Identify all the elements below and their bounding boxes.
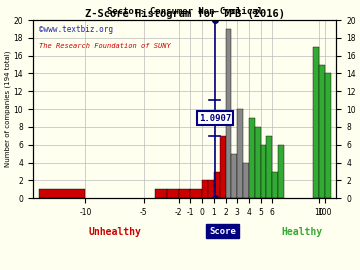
Bar — [261, 145, 266, 198]
Bar — [266, 136, 272, 198]
Bar — [249, 118, 255, 198]
Bar — [237, 109, 243, 198]
Text: ©www.textbiz.org: ©www.textbiz.org — [39, 25, 113, 34]
Bar — [313, 47, 319, 198]
Bar — [214, 171, 220, 198]
Text: Healthy: Healthy — [281, 227, 322, 237]
Bar — [202, 180, 208, 198]
Title: Z-Score Histogram for TPB (2016): Z-Score Histogram for TPB (2016) — [85, 9, 285, 19]
Bar — [325, 73, 330, 198]
Bar — [278, 145, 284, 198]
Bar — [208, 180, 214, 198]
Text: Unhealthy: Unhealthy — [88, 227, 141, 237]
Bar — [179, 189, 190, 198]
Bar — [319, 65, 325, 198]
Y-axis label: Number of companies (194 total): Number of companies (194 total) — [4, 51, 11, 167]
Text: Score: Score — [209, 227, 236, 236]
Bar — [167, 189, 179, 198]
Bar — [190, 189, 202, 198]
Bar — [225, 29, 231, 198]
Bar — [243, 163, 249, 198]
Text: 1.0907: 1.0907 — [199, 114, 231, 123]
Text: Sector: Consumer Non-Cyclical: Sector: Consumer Non-Cyclical — [107, 8, 262, 16]
Text: The Research Foundation of SUNY: The Research Foundation of SUNY — [39, 43, 171, 49]
Bar — [39, 189, 85, 198]
Bar — [255, 127, 261, 198]
Bar — [231, 154, 237, 198]
Bar — [272, 171, 278, 198]
Bar — [156, 189, 167, 198]
Bar — [220, 136, 225, 198]
